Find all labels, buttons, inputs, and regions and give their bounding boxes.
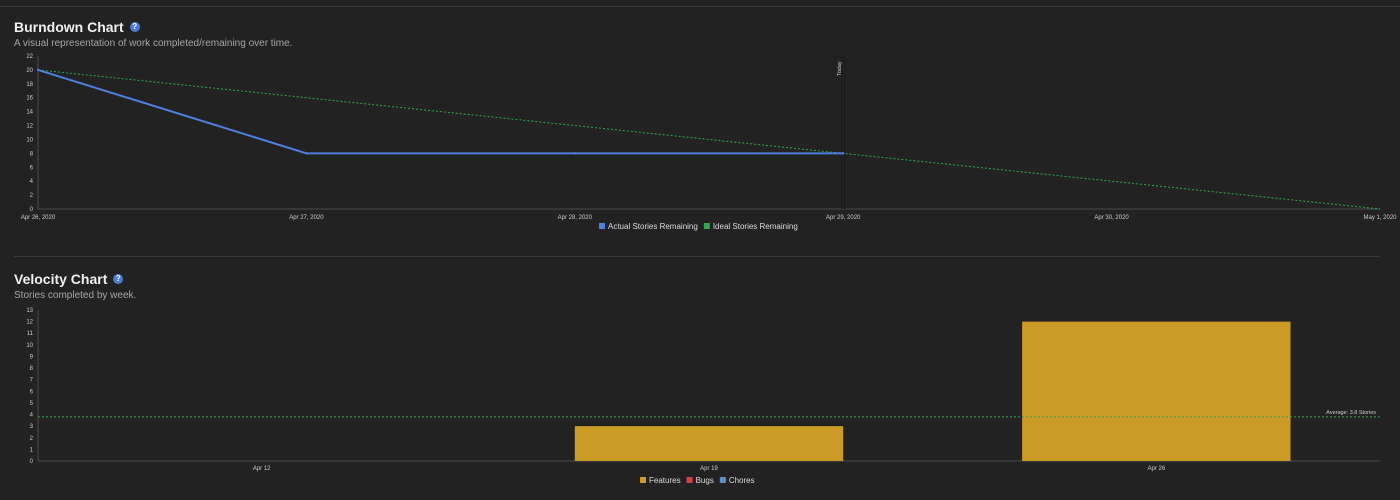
- actual-stories-point: [842, 152, 845, 155]
- velocity-y-tick-label: 13: [26, 308, 33, 314]
- velocity-bar-features: [1022, 321, 1291, 461]
- velocity-legend-swatch: [686, 477, 693, 483]
- velocity-y-tick-label: 8: [30, 366, 34, 372]
- velocity-y-tick-label: 4: [30, 413, 34, 419]
- burndown-y-tick-label: 0: [30, 207, 34, 213]
- velocity-y-tick-label: 5: [30, 401, 34, 407]
- actual-stories-line: [37, 68, 844, 155]
- burndown-x-tick-label: Apr 28, 2020: [558, 215, 593, 221]
- burndown-legend-label: Actual Stories Remaining: [608, 222, 698, 231]
- burndown-legend-swatch: [599, 223, 605, 229]
- velocity-y-tick-label: 12: [26, 320, 33, 326]
- burndown-y-tick-label: 12: [26, 124, 33, 130]
- velocity-y-tick-label: 11: [27, 331, 34, 337]
- velocity-y-tick-label: 2: [30, 436, 34, 442]
- top-divider: [0, 6, 1400, 7]
- section-divider: [14, 256, 1380, 257]
- burndown-subtitle: A visual representation of work complete…: [14, 38, 293, 49]
- velocity-y-tick-label: 7: [30, 378, 34, 384]
- burndown-y-tick-label: 10: [26, 137, 33, 143]
- velocity-y-tick-label: 10: [26, 343, 33, 349]
- actual-stories-point: [36, 68, 40, 72]
- velocity-help-icon[interactable]: ?: [113, 274, 124, 284]
- velocity-y-tick-label: 9: [30, 354, 34, 360]
- burndown-x-tick-label: Apr 29, 2020: [826, 215, 861, 221]
- today-marker-label: Today: [837, 61, 843, 76]
- burndown-y-tick-label: 14: [26, 110, 33, 116]
- burndown-y-tick-label: 20: [26, 68, 33, 74]
- burndown-title: Burndown Chart: [14, 19, 124, 35]
- velocity-title: Velocity Chart: [14, 271, 108, 287]
- velocity-x-tick-label: Apr 26: [1147, 466, 1165, 472]
- burndown-y-tick-label: 22: [26, 54, 33, 60]
- burndown-x-tick-label: Apr 27, 2020: [289, 215, 324, 221]
- velocity-legend-swatch: [719, 477, 726, 483]
- burndown-y-tick-label: 6: [30, 165, 34, 171]
- burndown-legend-label: Ideal Stories Remaining: [713, 222, 798, 231]
- velocity-x-tick-label: Apr 12: [253, 466, 271, 472]
- burndown-y-tick-label: 8: [30, 151, 34, 157]
- velocity-legend-swatch: [640, 477, 646, 483]
- ideal-stories-line: [37, 69, 1381, 210]
- velocity-legend-label: Features: [649, 476, 681, 485]
- burndown-chart: 0 2 4 6 8 10 12 14 16 18 20 22 Apr 26, 2020 Apr 27, 2…: [21, 54, 1397, 231]
- burndown-y-tick-label: 16: [26, 96, 33, 102]
- velocity-subtitle: Stories completed by week.: [14, 290, 137, 301]
- velocity-header: Velocity Chart ? Stories completed by we…: [14, 271, 136, 302]
- burndown-x-tick-label: Apr 26, 2020: [21, 215, 56, 221]
- actual-stories-point: [305, 152, 308, 155]
- burndown-y-tick-label: 2: [30, 193, 34, 199]
- burndown-x-tick-label: May 1, 2020: [1363, 215, 1397, 221]
- burndown-y-tick-label: 18: [26, 82, 33, 88]
- burndown-legend-swatch: [703, 223, 710, 229]
- velocity-y-tick-label: 0: [30, 459, 34, 465]
- burndown-header: Burndown Chart ? A visual representation…: [14, 19, 292, 50]
- actual-stories-point: [573, 152, 576, 155]
- velocity-y-tick-label: 6: [30, 389, 34, 395]
- velocity-x-tick-label: Apr 19: [700, 466, 718, 472]
- burndown-help-icon[interactable]: ?: [129, 22, 140, 32]
- burndown-x-tick-label: Apr 30, 2020: [1094, 215, 1129, 221]
- velocity-y-tick-label: 3: [30, 424, 34, 430]
- velocity-average-label: Average: 3.8 Stories: [1326, 410, 1376, 416]
- velocity-legend-label: Chores: [729, 476, 755, 485]
- burndown-y-tick-label: 4: [30, 179, 34, 185]
- velocity-legend-label: Bugs: [696, 476, 714, 485]
- velocity-bar-features: [574, 426, 844, 461]
- velocity-y-tick-label: 1: [30, 447, 34, 453]
